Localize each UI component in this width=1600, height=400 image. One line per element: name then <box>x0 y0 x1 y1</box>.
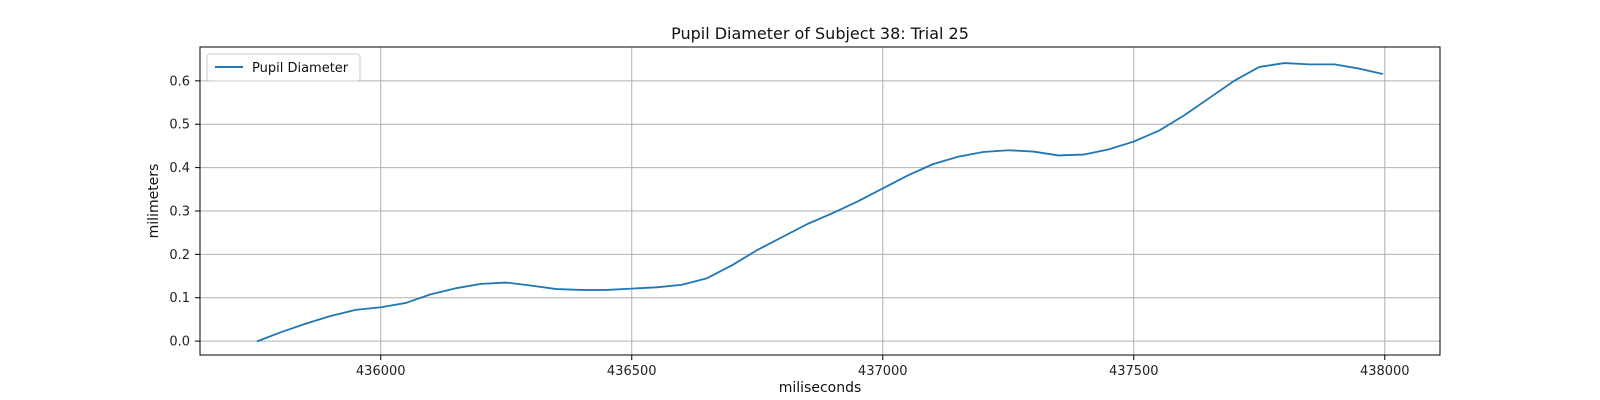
y-tick-label: 0.2 <box>169 248 190 263</box>
x-tick-label: 438000 <box>1360 364 1410 379</box>
x-tick-label: 436500 <box>607 364 657 379</box>
x-axis-label: miliseconds <box>779 380 862 396</box>
series-line-pupil-diameter <box>256 62 1384 343</box>
y-tick-label: 0.4 <box>169 161 190 176</box>
legend-box <box>206 53 361 82</box>
axes <box>195 46 1441 360</box>
y-tick-label: 0.0 <box>169 335 190 350</box>
x-tick-label: 437500 <box>1109 364 1159 379</box>
chart-title: Pupil Diameter of Subject 38: Trial 25 <box>671 24 969 43</box>
axes-frame <box>199 46 1441 356</box>
y-tick-label: 0.3 <box>169 204 190 219</box>
x-tick-label: 437000 <box>858 364 908 379</box>
legend-label: Pupil Diameter <box>252 61 349 76</box>
y-tick-label: 0.1 <box>169 291 190 306</box>
x-tick-label: 436000 <box>356 364 406 379</box>
tick-labels: 436000 436500 437000 437500 438000 0.0 0.1 0.2 0… <box>169 74 1409 379</box>
y-axis-label: milimeters <box>146 164 162 239</box>
grid-lines <box>200 47 1440 355</box>
y-tick-label: 0.5 <box>169 118 190 133</box>
legend: Pupil Diameter <box>206 53 361 82</box>
y-tick-label: 0.6 <box>169 74 190 89</box>
plot-area <box>256 62 1384 343</box>
